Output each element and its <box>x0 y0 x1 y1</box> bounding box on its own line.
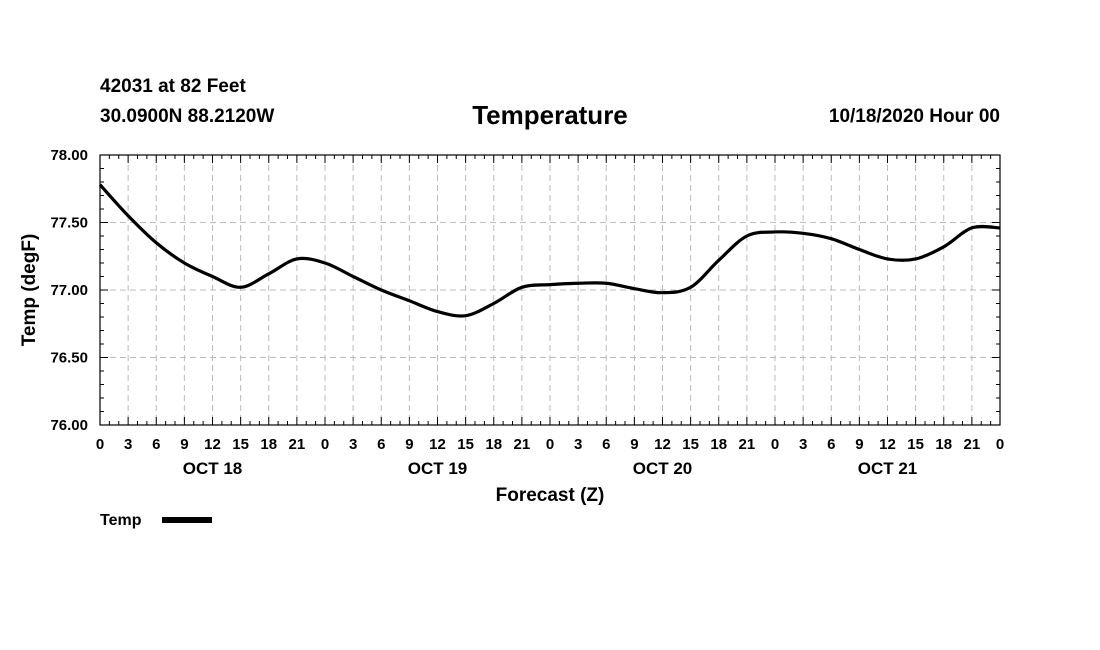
y-tick-label: 76.50 <box>50 350 88 367</box>
x-tick-label: 3 <box>574 436 582 453</box>
x-tick-label: 6 <box>152 436 160 453</box>
x-tick-label: 3 <box>349 436 357 453</box>
axes <box>99 154 1001 426</box>
x-tick-label: 3 <box>124 436 132 453</box>
x-tick-label: 21 <box>739 436 756 453</box>
x-tick-label: 6 <box>602 436 610 453</box>
x-tick-label: 21 <box>964 436 981 453</box>
day-label: OCT 20 <box>633 459 693 478</box>
x-tick-label: 9 <box>180 436 188 453</box>
series-line-temp <box>98 183 1001 318</box>
x-tick-label: 0 <box>996 436 1004 453</box>
x-tick-label: 9 <box>630 436 638 453</box>
x-tick-label: 18 <box>485 436 502 453</box>
y-tick-label: 78.00 <box>50 147 88 164</box>
x-tick-label: 21 <box>514 436 531 453</box>
grid-lines <box>100 155 1000 425</box>
x-tick-label: 15 <box>457 436 474 453</box>
station-label: 42031 at 82 Feet <box>100 76 246 97</box>
x-axis-title: Forecast (Z) <box>496 485 605 506</box>
coordinates-label: 30.0900N 88.2120W <box>100 106 275 127</box>
x-tick-label: 12 <box>429 436 446 453</box>
x-tick-label: 12 <box>204 436 221 453</box>
y-tick-label: 77.50 <box>50 215 88 232</box>
x-tick-label: 18 <box>935 436 952 453</box>
chart-title: Temperature <box>472 100 628 130</box>
x-tick-label: 3 <box>799 436 807 453</box>
x-tick-label: 12 <box>654 436 671 453</box>
series-layer <box>98 183 1001 318</box>
x-tick-label: 15 <box>682 436 699 453</box>
legend-label: Temp <box>100 512 142 529</box>
axis-labels: 0 3 6 9 12 15 18 21 0 3 6 9 12 15 18 21 0 3 6 9 12 15 18 21 0 3 6 9… <box>50 147 1004 478</box>
x-tick-label: 12 <box>879 436 896 453</box>
day-label: OCT 19 <box>408 459 468 478</box>
x-tick-label: 21 <box>289 436 306 453</box>
day-label: OCT 18 <box>183 459 243 478</box>
run-time-label: 10/18/2020 Hour 00 <box>828 106 1000 127</box>
y-tick-label: 76.00 <box>50 417 88 434</box>
x-tick-label: 0 <box>771 436 779 453</box>
day-label: OCT 21 <box>858 459 918 478</box>
x-tick-label: 18 <box>260 436 277 453</box>
y-axis-title: Temp (degF) <box>19 234 40 347</box>
x-tick-label: 0 <box>546 436 554 453</box>
x-tick-label: 18 <box>710 436 727 453</box>
plot-frame <box>99 154 1001 426</box>
x-tick-label: 15 <box>232 436 249 453</box>
x-tick-label: 0 <box>321 436 329 453</box>
x-tick-label: 6 <box>377 436 385 453</box>
x-tick-label: 6 <box>827 436 835 453</box>
x-tick-label: 9 <box>405 436 413 453</box>
x-tick-label: 15 <box>907 436 924 453</box>
x-tick-label: 0 <box>96 436 104 453</box>
x-tick-label: 9 <box>855 436 863 453</box>
y-tick-label: 77.00 <box>50 282 88 299</box>
